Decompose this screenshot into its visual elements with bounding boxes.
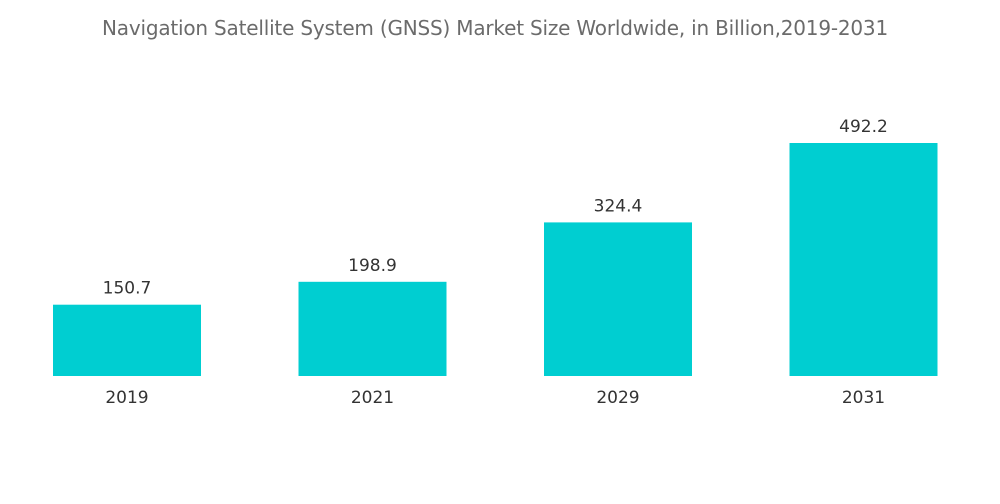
value-label-2031: 492.2 <box>839 117 888 137</box>
value-labels-layer: 150.7 198.9 324.4 492.2 <box>103 117 888 299</box>
x-tick-label-2019: 2019 <box>105 388 148 408</box>
bars-layer <box>53 143 938 376</box>
value-label-2021: 198.9 <box>348 256 397 276</box>
x-tick-label-2021: 2021 <box>351 388 394 408</box>
value-label-2019: 150.7 <box>103 279 152 299</box>
chart-title: Navigation Satellite System (GNSS) Marke… <box>102 16 888 40</box>
x-tick-label-2031: 2031 <box>842 388 885 408</box>
bar-2029 <box>544 222 692 376</box>
x-axis-tick-labels: 2019 2021 2029 2031 <box>105 388 885 408</box>
bar-2031 <box>789 143 938 376</box>
value-label-2029: 324.4 <box>594 196 643 216</box>
x-tick-label-2029: 2029 <box>596 388 639 408</box>
bar-2019 <box>53 304 201 376</box>
bar-2021 <box>298 281 447 376</box>
